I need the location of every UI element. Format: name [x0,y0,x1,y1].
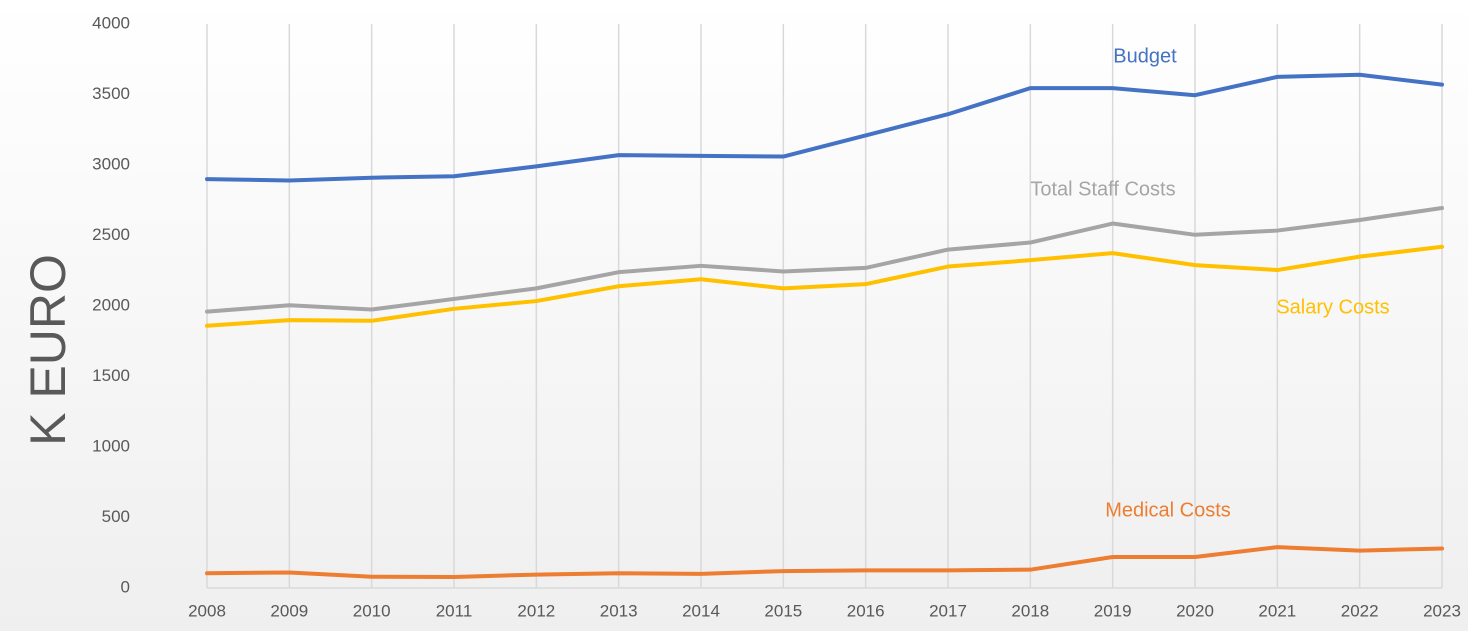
x-tick-label: 2019 [1094,601,1132,620]
x-tick-label: 2017 [929,601,967,620]
series-line [205,545,1444,580]
series-label: Salary Costs [1276,296,1389,318]
y-tick-label: 4000 [92,13,130,32]
y-tick-label: 3000 [92,154,130,173]
x-tick-label: 2016 [847,601,885,620]
x-tick-label: 2022 [1341,601,1379,620]
x-tick-label: 2020 [1176,601,1214,620]
y-axis-label: K EURO [20,254,76,446]
x-tick-label: 2011 [436,601,473,620]
x-tick-label: 2018 [1011,601,1049,620]
x-tick-label: 2012 [517,601,555,620]
y-tick-label: 2000 [92,295,130,314]
x-tick-label: 2023 [1423,601,1461,620]
y-tick-label: 3500 [92,84,130,103]
x-tick-label: 2013 [600,601,638,620]
x-tick-label: 2014 [682,601,720,620]
x-tick-label: 2008 [188,601,226,620]
x-tick-label: 2010 [353,601,391,620]
y-tick-label: 1500 [92,366,130,385]
x-tick-label: 2015 [764,601,802,620]
y-tick-label: 0 [121,577,130,596]
series-label: Budget [1113,45,1177,67]
y-tick-label: 2500 [92,225,130,244]
series-label: Medical Costs [1105,499,1231,521]
series-line [205,206,1444,314]
y-tick-label: 500 [102,507,130,526]
series-line [205,244,1444,328]
x-tick-label: 2021 [1258,601,1296,620]
series-line [205,72,1444,183]
y-tick-label: 1000 [92,436,130,455]
series-label: Total Staff Costs [1030,178,1175,200]
x-tick-label: 2009 [270,601,308,620]
